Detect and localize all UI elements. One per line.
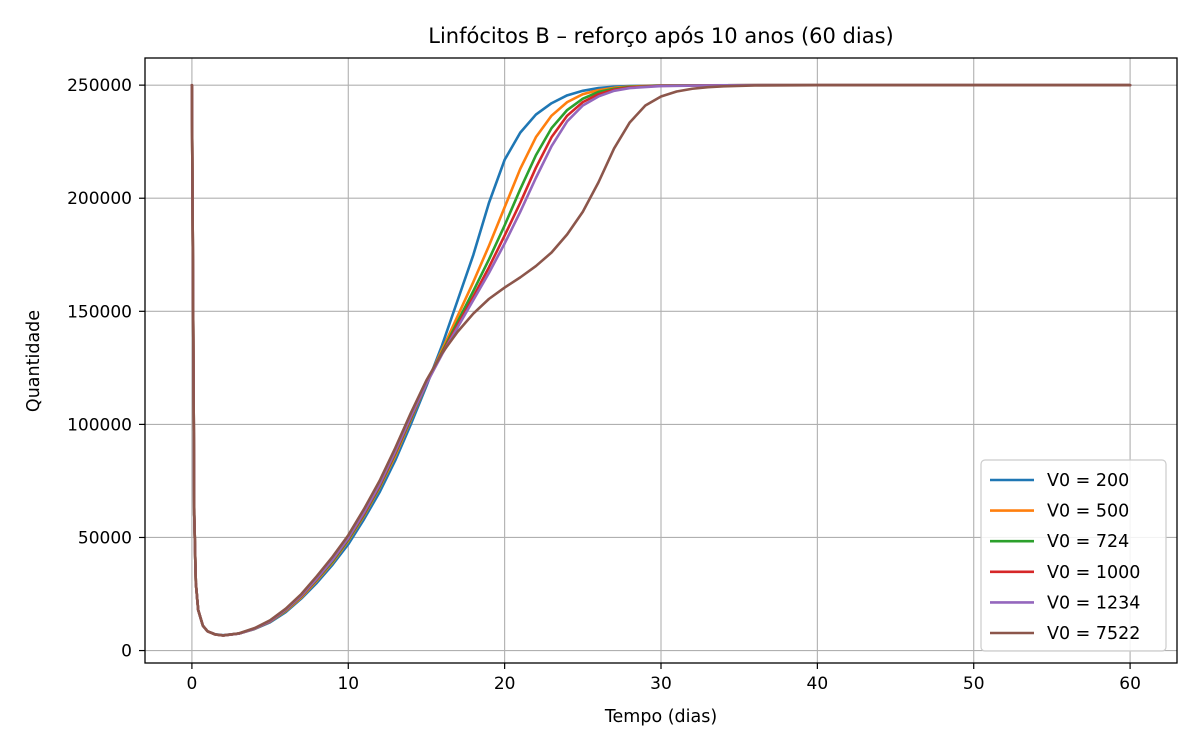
y-tick-label: 100000 xyxy=(67,415,132,435)
series-group xyxy=(190,83,1132,637)
y-tick-label: 250000 xyxy=(67,76,132,96)
series-line xyxy=(190,83,1132,637)
legend-label: V0 = 500 xyxy=(1047,502,1129,522)
y-tick-label: 0 xyxy=(121,642,132,662)
legend-label: V0 = 7522 xyxy=(1047,624,1140,644)
legend-label: V0 = 1234 xyxy=(1047,593,1140,613)
legend-entries: V0 = 200 V0 = 500 V0 = 724 V0 = 1000 V0 = 12… xyxy=(990,471,1140,644)
legend-label: V0 = 724 xyxy=(1047,532,1129,552)
y-tick-label: 200000 xyxy=(67,189,132,209)
x-tick-label: 40 xyxy=(807,674,829,694)
legend-label: V0 = 200 xyxy=(1047,471,1129,491)
x-tick-label: 10 xyxy=(337,674,359,694)
y-tick-label: 150000 xyxy=(67,302,132,322)
x-tick-label: 60 xyxy=(1119,674,1141,694)
x-tick-label: 50 xyxy=(963,674,985,694)
x-tick-label: 20 xyxy=(494,674,516,694)
y-axis-label: Quantidade xyxy=(24,310,44,412)
y-tick-label: 50000 xyxy=(78,528,132,548)
legend: V0 = 200 V0 = 500 V0 = 724 V0 = 1000 V0 = 12… xyxy=(980,459,1167,652)
x-tick-label: 0 xyxy=(186,674,197,694)
legend-label: V0 = 1000 xyxy=(1047,563,1140,583)
axis-ticks: 0 10 20 30 40 50 60 0 50000 100000 150000 200000 250… xyxy=(67,76,1141,694)
chart-title: Linfócitos B – reforço após 10 anos (60 … xyxy=(428,24,893,48)
x-axis-label: Tempo (dias) xyxy=(604,707,717,727)
x-tick-label: 30 xyxy=(650,674,672,694)
